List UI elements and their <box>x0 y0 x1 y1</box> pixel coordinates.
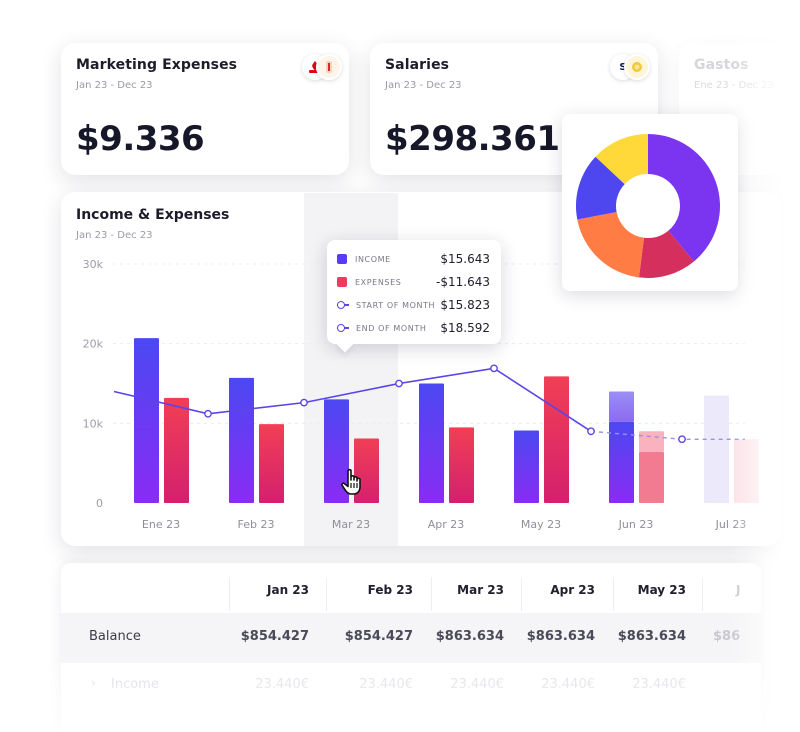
table-row-balance[interactable]: Balance $854.427 $854.427 $863.634 $863.… <box>61 613 761 663</box>
column-divider <box>702 577 703 611</box>
income-swatch-icon <box>337 254 347 264</box>
tooltip-value: $15.643 <box>440 252 490 266</box>
tooltip-row-end-of-month: END OF MONTH $18.592 <box>337 320 490 336</box>
table-cell: 23.440€ <box>541 677 595 692</box>
card-date-range: Jan 23 - Dec 23 <box>385 80 462 91</box>
tooltip-value: $15.823 <box>440 298 490 312</box>
tooltip-row-expenses: EXPENSES -$11.643 <box>337 274 490 290</box>
table-cell: $86 <box>713 629 741 644</box>
line-marker-icon <box>337 301 349 309</box>
chart-title: Income & Expenses <box>76 207 230 223</box>
tooltip-label: INCOME <box>355 254 391 264</box>
card-title: Salaries <box>385 57 450 73</box>
hand-cursor-icon <box>341 468 361 495</box>
table-cell: $854.427 <box>240 629 309 644</box>
column-divider <box>431 577 432 611</box>
table-cell: 23.440€ <box>359 677 413 692</box>
expenses-swatch-icon <box>337 277 347 287</box>
table-cell: $854.427 <box>344 629 413 644</box>
tooltip-label: EXPENSES <box>355 277 402 287</box>
table-cell: $863.634 <box>526 629 595 644</box>
column-header[interactable]: J <box>736 583 741 597</box>
column-divider <box>229 577 230 611</box>
chart-tooltip: INCOME $15.643 EXPENSES -$11.643 START O… <box>327 240 501 344</box>
tooltip-label: END OF MONTH <box>356 323 427 333</box>
coin-logo-icon <box>624 54 650 80</box>
column-divider <box>521 577 522 611</box>
column-divider <box>326 577 327 611</box>
table-cell: 23.440€ <box>450 677 504 692</box>
row-label: Income <box>111 677 159 692</box>
tooltip-label: START OF MONTH <box>356 300 436 310</box>
card-date-range: Jan 23 - Dec 23 <box>76 80 153 91</box>
table-cell: 23.440€ <box>632 677 686 692</box>
card-title: Gastos <box>694 57 749 73</box>
column-divider <box>613 577 614 611</box>
chevron-right-icon[interactable]: › <box>91 676 96 690</box>
tooltip-row-start-of-month: START OF MONTH $15.823 <box>337 297 490 313</box>
donut-segment[interactable] <box>576 156 625 220</box>
donut-segment[interactable] <box>638 230 694 278</box>
column-header[interactable]: Jan 23 <box>267 583 309 597</box>
distribution-donut-chart <box>576 134 720 278</box>
table-cell: $863.634 <box>617 629 686 644</box>
distribution-donut-card[interactable] <box>562 114 738 291</box>
card-title: Marketing Expenses <box>76 57 238 73</box>
line-marker-icon <box>337 324 349 332</box>
column-header[interactable]: Feb 23 <box>367 583 413 597</box>
table-row-income[interactable]: › Income 23.440€ 23.440€ 23.440€ 23.440€… <box>61 663 761 713</box>
table-cell: 23.440€ <box>255 677 309 692</box>
balance-table: Jan 23 Feb 23 Mar 23 Apr 23 May 23 J Bal… <box>61 563 761 732</box>
table-cell: $863.634 <box>435 629 504 644</box>
marketing-expenses-card[interactable]: Marketing Expenses Jan 23 - Dec 23 $9.33… <box>61 43 349 175</box>
donut-segment[interactable] <box>595 134 648 185</box>
bank-logo-icon <box>316 54 342 80</box>
donut-segment[interactable] <box>577 211 644 278</box>
column-header[interactable]: Mar 23 <box>457 583 504 597</box>
card-date-range: Ene 23 - Dec 23 <box>694 80 774 91</box>
donut-segment[interactable] <box>648 134 720 262</box>
column-header[interactable]: May 23 <box>637 583 686 597</box>
row-label: Balance <box>89 629 141 644</box>
card-value: $298.361 <box>385 119 560 159</box>
tooltip-row-income: INCOME $15.643 <box>337 251 490 267</box>
column-header[interactable]: Apr 23 <box>550 583 595 597</box>
card-value: $9.336 <box>76 119 205 159</box>
tooltip-value: $18.592 <box>440 321 490 335</box>
chart-date-range: Jan 23 - Dec 23 <box>76 230 153 241</box>
tooltip-value: -$11.643 <box>436 275 490 289</box>
